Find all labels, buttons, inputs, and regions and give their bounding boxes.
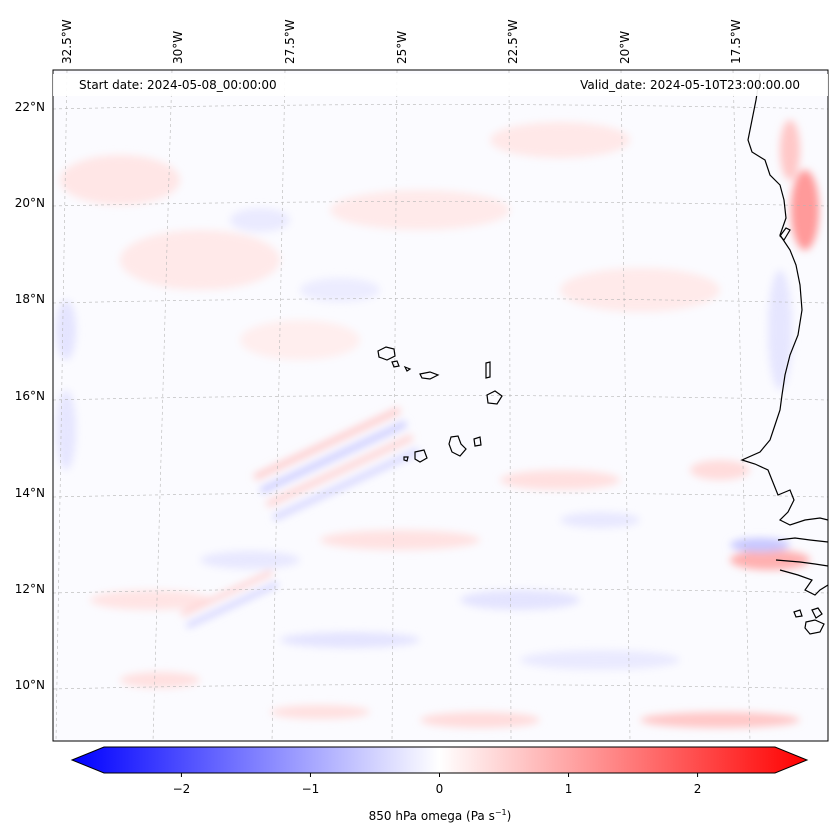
- latitude-label: 18°N: [14, 292, 45, 306]
- longitude-label: 20°W: [618, 30, 632, 64]
- latitude-label: 10°N: [14, 678, 45, 692]
- latitude-label: 12°N: [14, 582, 45, 596]
- start-date: Start date: 2024-05-08_00:00:00: [79, 78, 277, 92]
- longitude-label: 27.5°W: [283, 19, 297, 64]
- colorbar-tick-label: −1: [301, 782, 320, 796]
- longitude-label: 25°W: [395, 30, 409, 64]
- colorbar-tick-label: −2: [172, 782, 191, 796]
- cape-verde-islands: [377, 346, 503, 463]
- colorbar-ticks: [180, 773, 699, 777]
- african-coastline: [740, 73, 829, 635]
- colorbar-tick-label: 1: [564, 782, 573, 796]
- longitude-label: 32.5°W: [60, 19, 74, 64]
- map-frame: [52, 69, 829, 742]
- latitude-label: 16°N: [14, 389, 45, 403]
- valid-date: Valid_date: 2024-05-10T23:00:00.00: [580, 78, 800, 92]
- longitude-label: 17.5°W: [729, 19, 743, 64]
- omega-field: [56, 120, 819, 728]
- latitude-label: 22°N: [14, 100, 45, 114]
- longitude-label: 22.5°W: [506, 19, 520, 64]
- longitude-label: 30°W: [171, 30, 185, 64]
- colorbar: [70, 746, 809, 774]
- latitude-label: 14°N: [14, 486, 45, 500]
- colorbar-tick-label: 2: [693, 782, 702, 796]
- map-background: [53, 70, 828, 741]
- colorbar-label: 850 hPa omega (Pa s−1): [368, 808, 512, 823]
- colorbar-tick-label: 0: [435, 782, 444, 796]
- latitude-label: 20°N: [14, 196, 45, 210]
- title-bar: Start date: 2024-05-08_00:00:00 Valid_da…: [53, 74, 828, 96]
- graticule: [53, 70, 828, 741]
